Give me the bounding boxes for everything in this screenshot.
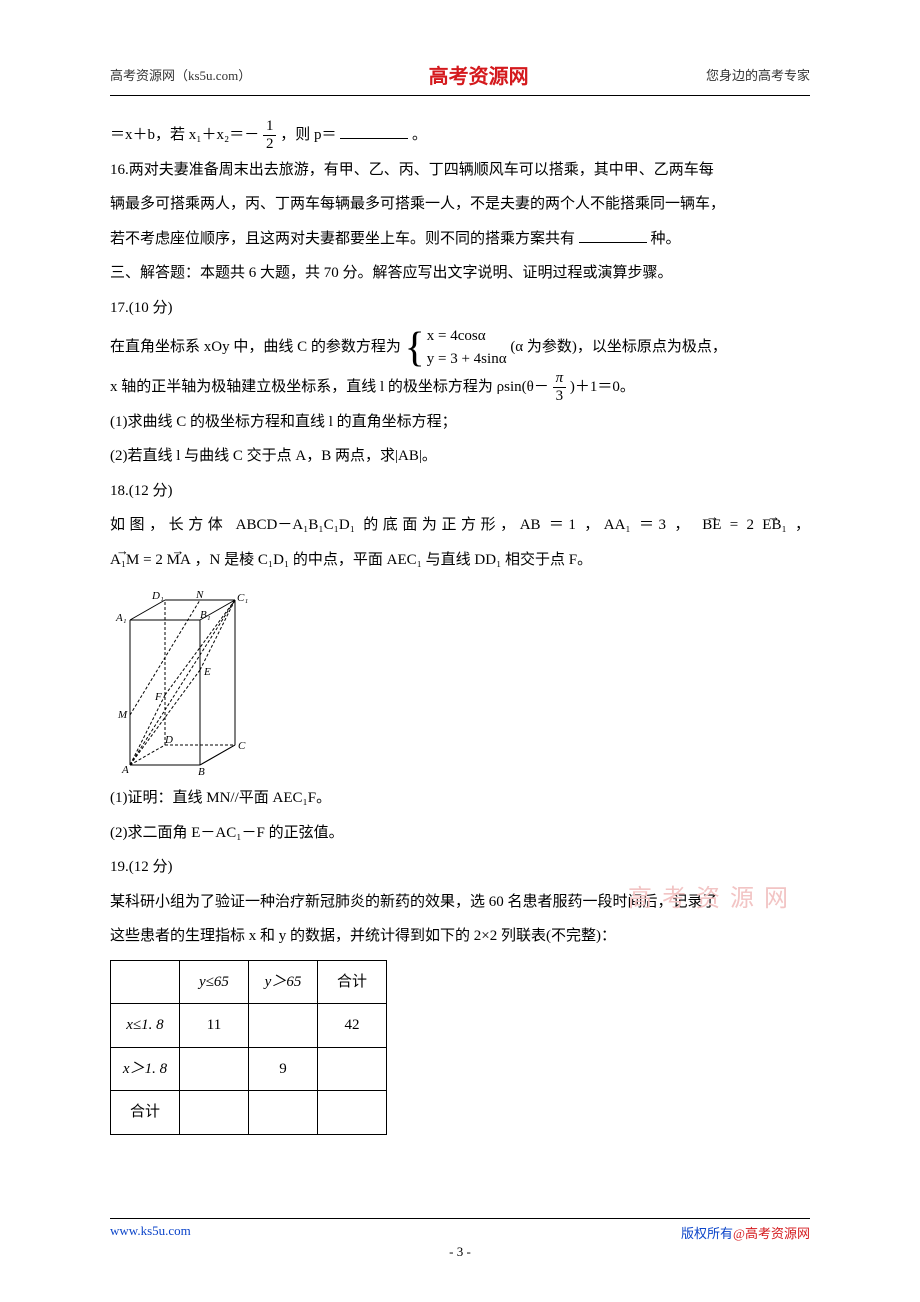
q17-head: 17.(10 分): [110, 291, 810, 326]
cell: 11: [180, 1004, 249, 1048]
q19-line2: 这些患者的生理指标 x 和 y 的数据，并统计得到如下的 2×2 列联表(不完整…: [110, 919, 810, 954]
svg-text:D₁: D₁: [151, 590, 164, 602]
q17-line1: 在直角坐标系 xOy 中，曲线 C 的参数方程为 { x = 4cosα y =…: [110, 325, 810, 370]
svg-text:D: D: [164, 734, 173, 746]
q19-head: 19.(12 分): [110, 850, 810, 885]
q18-mid1: = 2: [730, 517, 754, 533]
q18-part1: (1)证明：直线 MN//平面 AEC₁F。: [110, 781, 810, 816]
q18-mid2: = 2: [143, 552, 163, 568]
q17-line2: x 轴的正半轴为极轴建立极坐标系，直线 l 的极坐标方程为 ρsin(θ－ π …: [110, 370, 810, 405]
frac-den: 3: [553, 388, 567, 404]
footer-copyright: 版权所有@高考资源网: [681, 1223, 810, 1242]
q19-table: y≤65 y＞65 合计 x≤1. 8 11 42 x＞1. 8 9 合计: [110, 960, 387, 1135]
cell: 合计: [111, 1091, 180, 1135]
footer-pre: 版权所有: [681, 1226, 733, 1241]
q18-l1b: ，: [795, 517, 810, 533]
q18-part2: (2)求二面角 E－AC₁－F 的正弦值。: [110, 816, 810, 851]
cell: 9: [249, 1047, 318, 1091]
cell: x≤1. 8: [111, 1004, 180, 1048]
footer-url: www.ks5u.com: [110, 1223, 191, 1242]
eq-x: x = 4cosα: [427, 328, 486, 344]
q17-l1a: 在直角坐标系 xOy 中，曲线 C 的参数方程为: [110, 339, 401, 355]
svg-text:M: M: [117, 709, 128, 721]
th-blank: [111, 960, 180, 1004]
q18-l1a: 如图，长方体 ABCD－A₁B₁C₁D₁ 的底面为正方形，AB ＝1 ，AA₁ …: [110, 517, 694, 533]
q15-text-b: ，则 p＝: [280, 127, 336, 143]
th-y-gt: y＞65: [249, 960, 318, 1004]
th-total: 合计: [318, 960, 387, 1004]
q18-figure: A B C D A₁ B₁ C₁ D₁ M N E F: [110, 585, 810, 775]
q17-part2: (2)若直线 l 与曲线 C 交于点 A，B 两点，求|AB|。: [110, 439, 810, 474]
q16-line3: 若不考虑座位顺序，且这两对夫妻都要坐上车。则不同的搭乘方案共有 种。: [110, 222, 810, 257]
header-left: 高考资源网（ks5u.com）: [110, 65, 251, 84]
svg-text:A: A: [121, 764, 129, 775]
q15-blank: [340, 123, 408, 139]
cell: [180, 1091, 249, 1135]
cell: [249, 1091, 318, 1135]
table-row: 合计: [111, 1091, 387, 1135]
content-body: ＝x＋b，若 x₁＋x₂＝－ 1 2 ，则 p＝ 。 16.两对夫妻准备周末出去…: [110, 118, 810, 1135]
vector-a1m: A₁M: [110, 543, 139, 578]
svg-text:F: F: [154, 691, 162, 703]
q16-blank: [579, 227, 647, 243]
q15-period: 。: [412, 127, 427, 143]
cell: 42: [318, 1004, 387, 1048]
page-footer: www.ks5u.com 版权所有@高考资源网 - 3 -: [110, 1218, 810, 1260]
q18-l2b: ，N 是棱 C₁D₁ 的中点，平面 AEC₁ 与直线 DD₁ 相交于点 F。: [195, 552, 593, 568]
header-right: 您身边的高考专家: [706, 65, 810, 84]
brace-left: {: [405, 327, 425, 369]
frac-num: π: [553, 371, 567, 388]
svg-text:C: C: [238, 740, 246, 752]
q17-l2a: x 轴的正半轴为极轴建立极坐标系，直线 l 的极坐标方程为 ρsin(θ－: [110, 379, 549, 395]
svg-text:C₁: C₁: [237, 592, 248, 604]
q15-text-a: ＝x＋b，若 x₁＋x₂＝－: [110, 127, 259, 143]
cell: [249, 1004, 318, 1048]
cell: [180, 1047, 249, 1091]
header-brand: 高考资源网: [429, 60, 529, 89]
vector-eb1: EB₁: [762, 508, 786, 543]
q18-head: 18.(12 分): [110, 474, 810, 509]
header-rule: [110, 95, 810, 96]
q18-line2: A₁M = 2 MA ，N 是棱 C₁D₁ 的中点，平面 AEC₁ 与直线 DD…: [110, 543, 810, 578]
q16-line2: 辆最多可搭乘两人，丙、丁两车每辆最多可搭乘一人，不是夫妻的两个人不能搭乘同一辆车…: [110, 187, 810, 222]
cell: [318, 1091, 387, 1135]
svg-text:N: N: [195, 589, 204, 601]
eq-y: y = 3 + 4sinα: [427, 351, 507, 367]
frac-num: 1: [263, 119, 277, 136]
svg-text:A₁: A₁: [115, 612, 127, 624]
svg-text:B₁: B₁: [200, 609, 211, 621]
q19-line1: 某科研小组为了验证一种治疗新冠肺炎的新药的效果，选 60 名患者服药一段时间后，…: [110, 885, 810, 920]
table-row: x＞1. 8 9: [111, 1047, 387, 1091]
q17-fraction: π 3: [553, 371, 567, 404]
th-y-le: y≤65: [180, 960, 249, 1004]
q16-tail: 种。: [651, 231, 681, 247]
frac-den: 2: [263, 136, 277, 152]
table-header-row: y≤65 y＞65 合计: [111, 960, 387, 1004]
q15-fraction: 1 2: [263, 119, 277, 152]
vector-be: BE: [702, 508, 721, 543]
q16-text: 若不考虑座位顺序，且这两对夫妻都要坐上车。则不同的搭乘方案共有: [110, 231, 575, 247]
footer-rule: [110, 1218, 810, 1219]
footer-red: @高考资源网: [733, 1226, 810, 1241]
q15-line: ＝x＋b，若 x₁＋x₂＝－ 1 2 ，则 p＝ 。: [110, 118, 810, 153]
q17-l1b: (α 为参数)，以坐标原点为极点，: [510, 339, 727, 355]
q17-part1: (1)求曲线 C 的极坐标方程和直线 l 的直角坐标方程；: [110, 405, 810, 440]
q17-l2b: )＋1＝0。: [570, 379, 635, 395]
cell: x＞1. 8: [111, 1047, 180, 1091]
vector-ma: MA: [167, 543, 191, 578]
svg-text:E: E: [203, 666, 211, 678]
svg-text:B: B: [198, 766, 205, 775]
q17-parametric-eq: { x = 4cosα y = 3 + 4sinα: [405, 325, 507, 370]
q18-line1: 如图，长方体 ABCD－A₁B₁C₁D₁ 的底面为正方形，AB ＝1 ，AA₁ …: [110, 508, 810, 543]
page-number: - 3 -: [110, 1244, 810, 1260]
section3-heading: 三、解答题：本题共 6 大题，共 70 分。解答应写出文字说明、证明过程或演算步…: [110, 256, 810, 291]
q16-line1: 16.两对夫妻准备周末出去旅游，有甲、乙、丙、丁四辆顺风车可以搭乘，其中甲、乙两…: [110, 153, 810, 188]
table-row: x≤1. 8 11 42: [111, 1004, 387, 1048]
cell: [318, 1047, 387, 1091]
